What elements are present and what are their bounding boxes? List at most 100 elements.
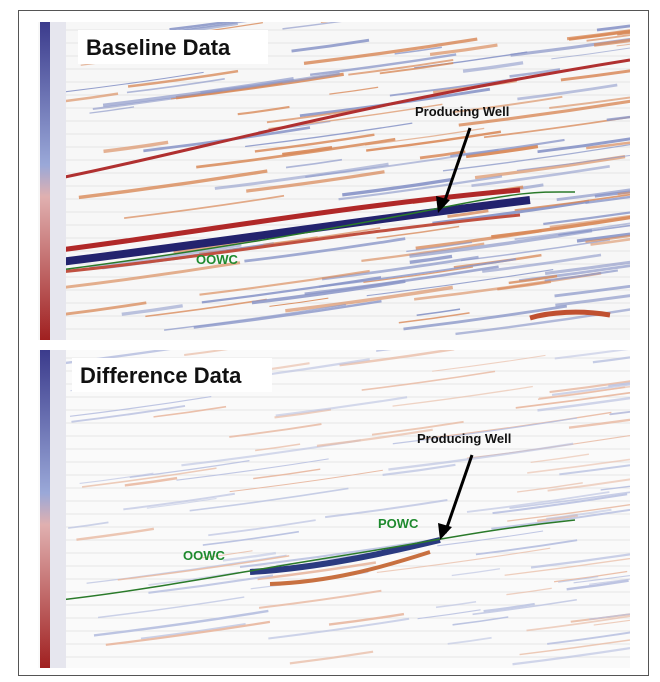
reflector xyxy=(560,69,630,82)
reflector xyxy=(329,86,379,95)
reflector xyxy=(291,38,370,53)
panel-title: Difference Data xyxy=(80,363,242,388)
reflector xyxy=(79,472,154,485)
reflector xyxy=(471,164,610,188)
reflector xyxy=(71,404,186,423)
reflector xyxy=(442,143,630,172)
reflector xyxy=(69,395,212,417)
reflector xyxy=(214,162,389,190)
reflector xyxy=(509,491,630,510)
reflector xyxy=(148,574,274,594)
depth-axis xyxy=(50,350,66,668)
reflector xyxy=(435,600,477,609)
reflector xyxy=(376,547,551,573)
reflector xyxy=(222,551,277,562)
reflector xyxy=(592,356,630,364)
reflector xyxy=(589,613,630,620)
reflector xyxy=(558,224,630,236)
reflector xyxy=(268,617,410,640)
reflector xyxy=(432,199,590,225)
reflector xyxy=(124,476,178,487)
reflector xyxy=(429,43,498,57)
contact xyxy=(59,191,576,271)
reflector xyxy=(59,58,630,180)
reflector xyxy=(126,77,225,94)
reflector xyxy=(59,213,521,274)
reflector xyxy=(547,631,630,645)
reflector xyxy=(208,519,316,537)
reflector xyxy=(239,539,432,569)
reflector xyxy=(585,195,630,204)
reflector xyxy=(339,350,455,367)
reflector xyxy=(184,350,229,357)
reflector xyxy=(616,30,630,36)
reflector xyxy=(549,214,630,228)
reflector xyxy=(176,458,329,481)
reflector xyxy=(508,274,558,285)
reflector xyxy=(519,639,630,656)
reflector xyxy=(342,177,452,197)
reflector xyxy=(551,47,630,60)
reflector xyxy=(608,382,630,387)
reflector xyxy=(549,380,630,394)
reflector xyxy=(202,530,300,546)
reflector xyxy=(527,458,630,474)
reflector xyxy=(462,61,524,73)
reflector xyxy=(153,405,227,418)
reflector xyxy=(65,92,119,103)
reflector xyxy=(617,191,630,196)
reflector xyxy=(506,587,552,596)
reflector xyxy=(403,304,568,331)
reflector xyxy=(556,188,630,202)
reflector xyxy=(244,237,406,263)
reflector xyxy=(348,59,454,76)
reflector xyxy=(417,609,481,620)
reflector xyxy=(492,493,628,515)
reflector xyxy=(366,269,554,297)
reflector xyxy=(117,555,290,581)
reflector xyxy=(254,133,375,153)
reflector xyxy=(129,460,250,478)
reflector xyxy=(529,309,611,321)
reflector xyxy=(76,527,155,541)
reflector xyxy=(245,122,413,148)
reflector xyxy=(63,71,204,93)
reflector xyxy=(102,76,294,107)
reflector xyxy=(530,553,630,569)
reflector xyxy=(466,491,610,513)
reflector xyxy=(394,46,443,55)
reflector xyxy=(566,29,630,41)
reflector xyxy=(507,504,630,522)
reflector xyxy=(544,260,630,275)
title-box xyxy=(72,358,272,392)
reflector xyxy=(197,550,253,559)
reflector xyxy=(590,238,630,246)
reflector xyxy=(474,155,626,180)
reflector xyxy=(328,612,405,626)
reflector xyxy=(275,396,408,417)
reflector xyxy=(517,83,618,101)
reflector xyxy=(193,300,382,329)
reflector xyxy=(189,487,349,512)
reflector xyxy=(255,443,301,452)
reflector xyxy=(274,408,332,419)
anomaly xyxy=(269,550,431,586)
reflector xyxy=(452,95,563,114)
reflector xyxy=(201,276,382,304)
reflector xyxy=(258,589,382,609)
reflector xyxy=(555,294,630,307)
reflector xyxy=(379,62,454,75)
reflector xyxy=(321,255,479,281)
reflector xyxy=(127,69,239,88)
reflector xyxy=(568,418,630,429)
reflector xyxy=(263,236,318,245)
reflector xyxy=(318,258,517,288)
reflector xyxy=(285,158,343,169)
reflector xyxy=(447,636,492,645)
reflector xyxy=(366,130,502,152)
reflector xyxy=(465,144,539,159)
reflector xyxy=(576,232,630,243)
depth-axis xyxy=(50,22,66,340)
reflector xyxy=(59,187,521,253)
